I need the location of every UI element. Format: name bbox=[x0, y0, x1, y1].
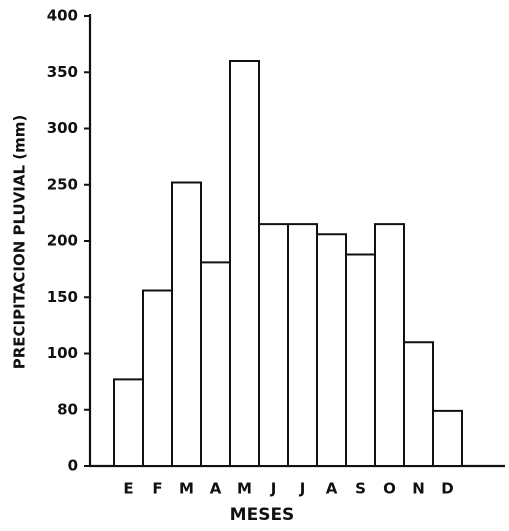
bar bbox=[142, 289, 173, 467]
x-tick-label: J bbox=[270, 480, 277, 498]
x-tick-label: J bbox=[299, 480, 306, 498]
x-tick-label: F bbox=[152, 480, 162, 498]
y-axis-label: PRECIPITACION PLUVIAL (mm) bbox=[11, 115, 29, 370]
x-tick-label: N bbox=[412, 480, 425, 498]
bar bbox=[403, 341, 434, 467]
x-tick-label: M bbox=[179, 480, 194, 498]
y-tick-label: 250 bbox=[47, 175, 78, 193]
bar bbox=[316, 233, 347, 467]
y-tick-label: 300 bbox=[47, 119, 78, 137]
bar bbox=[432, 409, 463, 467]
y-tick-label: 80 bbox=[57, 400, 78, 418]
bar bbox=[113, 378, 144, 467]
bar bbox=[374, 223, 405, 467]
bar bbox=[200, 261, 231, 467]
bar bbox=[345, 253, 376, 467]
y-tick-label: 350 bbox=[47, 63, 78, 81]
x-tick-label: D bbox=[441, 480, 453, 498]
y-tick-label: 200 bbox=[47, 232, 78, 250]
y-tick-label: 100 bbox=[47, 344, 78, 362]
y-tick-label: 400 bbox=[47, 7, 78, 25]
x-tick-label: M bbox=[237, 480, 252, 498]
bar bbox=[171, 181, 202, 467]
x-tick-label: O bbox=[383, 480, 396, 498]
bar bbox=[258, 223, 289, 467]
x-tick-label: E bbox=[123, 480, 133, 498]
x-tick-label: A bbox=[210, 480, 222, 498]
y-tick-label: 0 bbox=[68, 457, 78, 475]
bar bbox=[287, 223, 318, 467]
x-tick-label: S bbox=[355, 480, 366, 498]
y-tick-label: 150 bbox=[47, 288, 78, 306]
x-tick-label: A bbox=[326, 480, 338, 498]
x-axis-label: MESES bbox=[230, 505, 295, 525]
bar bbox=[229, 60, 260, 467]
